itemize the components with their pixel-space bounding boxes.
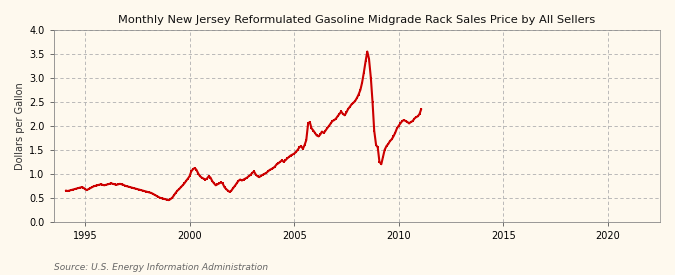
Y-axis label: Dollars per Gallon: Dollars per Gallon [15,82,25,170]
Title: Monthly New Jersey Reformulated Gasoline Midgrade Rack Sales Price by All Seller: Monthly New Jersey Reformulated Gasoline… [118,15,595,25]
Text: Source: U.S. Energy Information Administration: Source: U.S. Energy Information Administ… [54,263,268,272]
